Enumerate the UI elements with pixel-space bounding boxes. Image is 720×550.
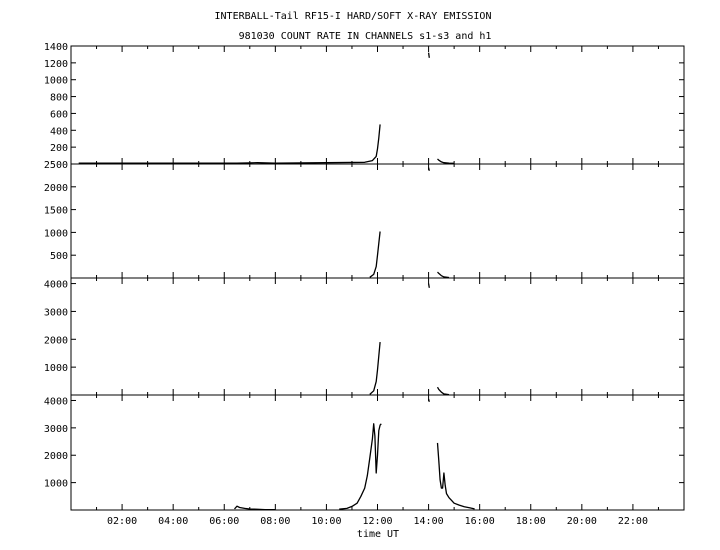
count-rate-trace [436, 386, 450, 396]
y-tick-label: 4000 [44, 280, 68, 291]
y-tick-label: 600 [50, 109, 68, 120]
x-tick-label: 20:00 [567, 516, 597, 527]
panel-4: 1000 2000 3000 4000 02:00 04:00 06:00 08:00 10:0… [44, 394, 685, 540]
y-tick-label: 2000 [44, 451, 68, 462]
x-tick-label: 04:00 [158, 516, 188, 527]
x-tick-label: 12:00 [362, 516, 392, 527]
count-rate-trace [427, 283, 430, 288]
y-tick-label: 1200 [44, 59, 68, 70]
count-rate-trace [427, 52, 430, 58]
chart-title: INTERBALL-Tail RF15-I HARD/SOFT X-RAY EM… [215, 11, 492, 22]
y-tick-label: 2000 [44, 335, 68, 346]
x-tick-label: 02:00 [107, 516, 137, 527]
y-tick-label: 1500 [44, 206, 68, 217]
x-tick-label: 22:00 [618, 516, 648, 527]
count-rate-trace [436, 442, 475, 510]
panel-2: 500 1000 1500 2000 2500 [44, 160, 685, 279]
y-tick-label: 1000 [44, 228, 68, 239]
x-tick-label: 06:00 [209, 516, 239, 527]
y-tick-label: 500 [50, 251, 68, 262]
count-rate-trace [437, 271, 450, 279]
count-rate-trace [427, 398, 430, 402]
x-tick-label: 18:00 [516, 516, 546, 527]
x-tick-label: 10:00 [311, 516, 341, 527]
x-axis-label: time UT [357, 529, 399, 540]
x-tick-label: 16:00 [465, 516, 495, 527]
panel-3: 1000 2000 3000 4000 [44, 277, 685, 396]
x-tick-label: 08:00 [260, 516, 290, 527]
chart-subtitle: 981030 COUNT RATE IN CHANNELS s1-s3 and … [239, 31, 492, 42]
count-rate-trace [437, 158, 455, 164]
panel-1: 200 400 600 800 1000 1200 1400 [44, 42, 685, 165]
chart-panels: 200 400 600 800 1000 1200 1400 500 1000 1500 2000 2… [44, 42, 685, 540]
panel-3-frame [70, 277, 685, 396]
y-tick-label: 800 [50, 93, 68, 104]
count-rate-trace [234, 505, 276, 511]
y-tick-label: 1000 [44, 363, 68, 374]
count-rate-trace [369, 231, 381, 278]
y-tick-label: 3000 [44, 424, 68, 435]
count-rate-trace [339, 423, 382, 510]
y-tick-label: 400 [50, 126, 68, 137]
y-tick-label: 4000 [44, 396, 68, 407]
x-tick-label: 14:00 [414, 516, 444, 527]
count-rate-trace [427, 167, 430, 171]
y-tick-label: 3000 [44, 307, 68, 318]
y-tick-label: 2000 [44, 183, 68, 194]
y-tick-label: 1000 [44, 479, 68, 490]
y-tick-label: 1000 [44, 76, 68, 87]
y-tick-label: 1400 [44, 42, 68, 53]
y-tick-label: 200 [50, 143, 68, 154]
count-rate-trace [369, 342, 381, 395]
count-rate-trace [78, 124, 381, 164]
y-tick-label: 2500 [44, 160, 68, 171]
